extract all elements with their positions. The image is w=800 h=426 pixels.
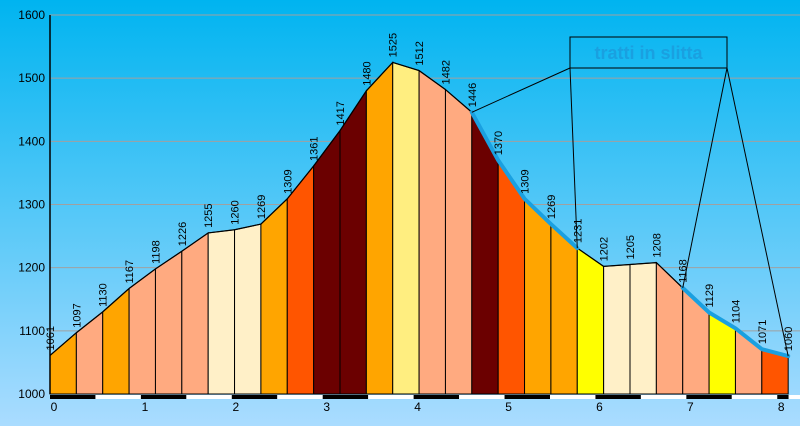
elevation-segment — [524, 197, 552, 395]
elevation-value-label: 1198 — [150, 240, 162, 264]
annotation-leader-line — [471, 67, 571, 113]
elevation-segment — [365, 61, 394, 395]
elevation-segment — [313, 129, 341, 395]
annotation-leader-line — [569, 67, 578, 249]
annotation-box — [569, 36, 728, 69]
sled-sections — [469, 110, 791, 359]
elevation-value-label: 1370 — [493, 131, 505, 155]
annotation-leader-line — [726, 67, 789, 357]
elevation-segment — [207, 229, 236, 395]
elevation-segment — [444, 88, 473, 395]
elevation-segment — [339, 89, 367, 395]
x-tick-label: 1 — [142, 400, 149, 414]
x-tick-label: 2 — [232, 400, 239, 414]
elevation-value-label: 1269 — [546, 195, 558, 219]
elevation-value-label: 1512 — [414, 41, 426, 65]
elevation-value-label: 1061 — [45, 326, 57, 350]
elevation-value-label: 1231 — [572, 219, 584, 243]
elevation-value-label: 1167 — [124, 260, 136, 284]
x-tick-label: 7 — [687, 400, 694, 414]
y-tick-label: 1200 — [18, 261, 45, 275]
elevation-segment — [550, 222, 578, 395]
elevation-value-label: 1226 — [177, 222, 189, 246]
elevation-value-label: 1071 — [757, 320, 769, 344]
elevation-segment — [128, 267, 156, 395]
y-tick-label: 1000 — [18, 387, 45, 401]
elevation-value-label: 1168 — [678, 259, 690, 283]
x-axis-bar-dark — [504, 395, 550, 399]
elevation-value-label: 1097 — [71, 303, 83, 327]
sled-section-line — [680, 285, 791, 359]
x-axis-bar-light — [640, 395, 687, 399]
elevation-segment — [392, 61, 420, 395]
elevation-value-label: 1129 — [704, 284, 716, 308]
elevation-value-label: 1480 — [361, 61, 373, 85]
elevation-segment — [234, 223, 262, 395]
elevation-value-label: 1446 — [467, 83, 479, 107]
elevation-value-label: 1309 — [282, 169, 294, 193]
annotation-leader-line — [682, 67, 728, 288]
elevation-value-label: 1202 — [599, 237, 611, 261]
elevation-labels: 1061 1097 1130 1167 1198 1226 1255 1260 1269 1309… — [45, 33, 795, 351]
x-axis-bar-dark — [595, 395, 641, 399]
elevation-segment — [154, 250, 183, 395]
elevation-value-label: 1208 — [651, 233, 663, 257]
annotation-text: tratti in slitta — [594, 43, 703, 63]
x-axis-bar-dark — [140, 395, 187, 399]
elevation-segment — [286, 164, 315, 395]
elevation-value-label: 1525 — [388, 33, 400, 57]
x-tick-label: 6 — [596, 400, 603, 414]
elevation-value-label: 1130 — [98, 283, 110, 307]
axes: 1000 1100 1200 1300 1400 1500 1600 0 1 2 3 4 5 6 7 8 — [18, 8, 800, 414]
elevation-value-label: 1482 — [440, 60, 452, 84]
elevation-segments — [49, 61, 789, 395]
x-axis-bar-dark — [322, 395, 369, 399]
x-axis-bar-light — [186, 395, 232, 399]
elevation-value-label: 1309 — [520, 169, 532, 193]
elevation-value-label: 1255 — [203, 203, 215, 227]
x-tick-label: 4 — [414, 400, 421, 414]
annotation: tratti in slitta — [471, 36, 789, 357]
profile-outline — [49, 61, 789, 357]
elevation-segment — [576, 247, 605, 395]
y-tick-label: 1600 — [18, 8, 45, 22]
elevation-segment — [418, 69, 446, 395]
x-axis-bar-light — [788, 395, 800, 399]
elevation-value-label: 1260 — [230, 200, 242, 224]
x-axis-bar-light — [731, 395, 778, 399]
elevation-value-label: 1205 — [625, 235, 637, 259]
x-axis-bar-light — [95, 395, 141, 399]
sled-section-line — [469, 110, 580, 251]
elevation-value-label: 1104 — [730, 300, 742, 324]
x-axis-bar-light — [277, 395, 323, 399]
x-axis-bar-dark — [686, 395, 732, 399]
elevation-value-label: 1269 — [256, 195, 268, 219]
profile-line — [49, 61, 789, 357]
elevation-segment — [260, 197, 288, 395]
x-axis-bar-light — [550, 395, 596, 399]
y-tick-label: 1500 — [18, 71, 45, 85]
x-axis-bar-dark — [777, 395, 789, 399]
x-axis-bar-light — [459, 395, 505, 399]
y-tick-label: 1100 — [19, 324, 45, 338]
y-tick-label: 1400 — [18, 134, 45, 148]
x-axis-bar-dark — [231, 395, 278, 399]
x-tick-label: 3 — [323, 400, 330, 414]
elevation-value-label: 1361 — [309, 136, 321, 160]
elevation-segment — [629, 262, 657, 395]
x-axis-bar-dark — [50, 395, 96, 399]
x-tick-label: 0 — [51, 400, 58, 414]
x-axis-bar-dark — [413, 395, 460, 399]
x-axis-bar-light — [368, 395, 414, 399]
y-tick-label: 1300 — [18, 198, 45, 212]
elevation-segment — [603, 263, 631, 395]
x-tick-label: 5 — [505, 400, 512, 414]
x-tick-label: 8 — [778, 400, 785, 414]
elevation-value-label: 1417 — [335, 101, 347, 125]
elevation-segment — [181, 231, 209, 395]
